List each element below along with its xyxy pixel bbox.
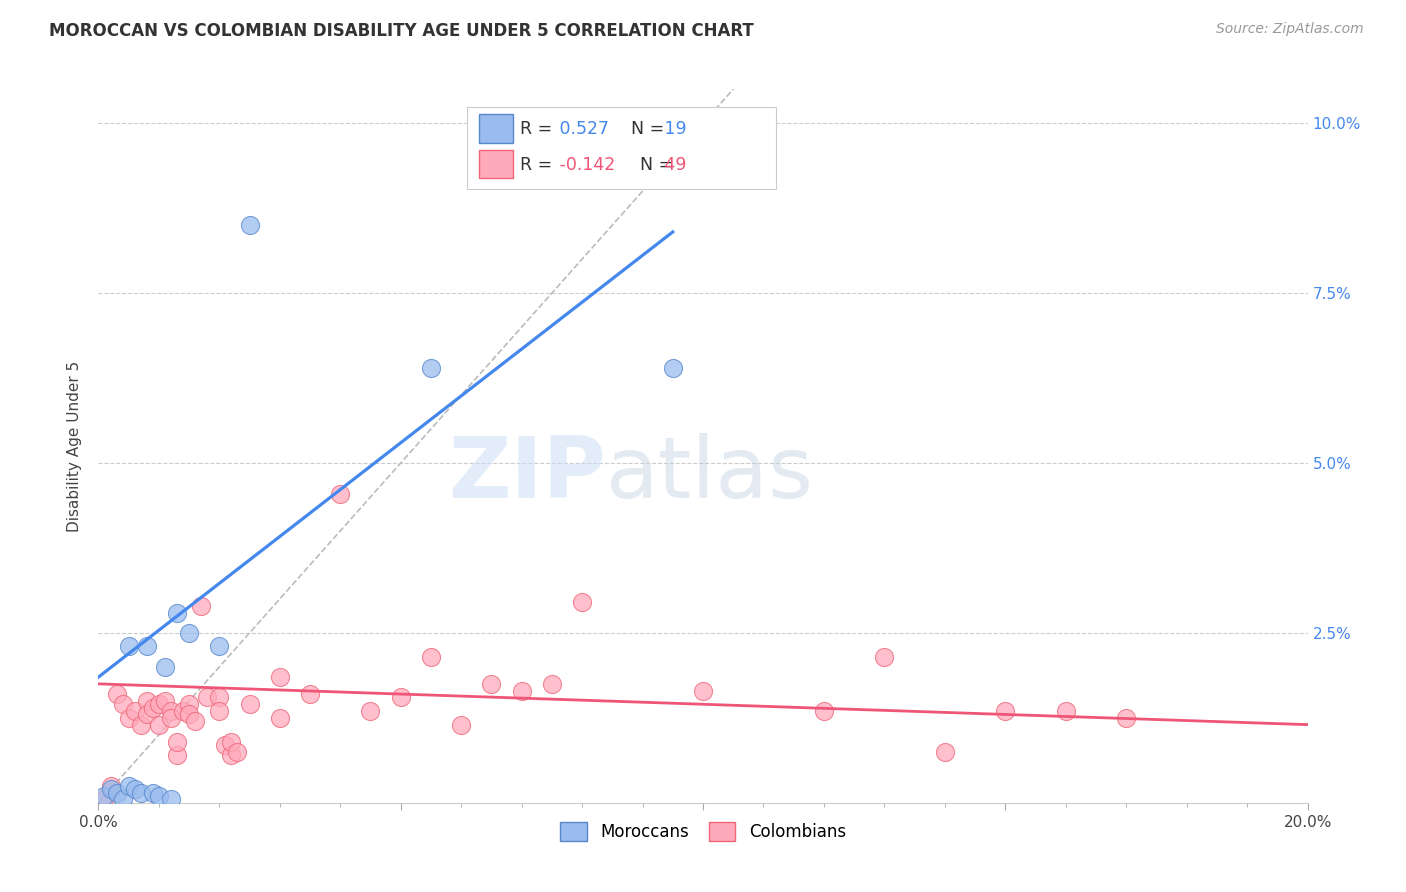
Point xyxy=(360,704,382,718)
Point xyxy=(148,717,170,731)
Point xyxy=(329,486,352,500)
Point xyxy=(226,745,249,759)
Point xyxy=(160,704,183,718)
Text: R =: R = xyxy=(520,120,553,138)
Point xyxy=(208,704,231,718)
Text: R =: R = xyxy=(520,156,553,174)
Point xyxy=(239,218,262,232)
Point xyxy=(105,786,128,800)
Point xyxy=(184,714,207,729)
Point xyxy=(510,683,533,698)
Text: MOROCCAN VS COLOMBIAN DISABILITY AGE UNDER 5 CORRELATION CHART: MOROCCAN VS COLOMBIAN DISABILITY AGE UND… xyxy=(49,22,754,40)
Point xyxy=(160,792,183,806)
Point xyxy=(111,698,134,712)
Point xyxy=(195,690,218,705)
Point xyxy=(179,698,201,712)
Point xyxy=(994,704,1017,718)
Text: N =: N = xyxy=(630,156,673,174)
Point xyxy=(166,606,188,620)
Point xyxy=(813,704,835,718)
Text: ZIP: ZIP xyxy=(449,433,606,516)
Point xyxy=(153,660,176,674)
Point xyxy=(142,700,165,714)
Text: 0.527: 0.527 xyxy=(554,120,609,138)
Text: Source: ZipAtlas.com: Source: ZipAtlas.com xyxy=(1216,22,1364,37)
Text: 19: 19 xyxy=(659,120,688,138)
Point xyxy=(571,595,593,609)
Point xyxy=(299,687,322,701)
Point xyxy=(873,649,896,664)
Point xyxy=(135,640,157,654)
FancyBboxPatch shape xyxy=(479,150,513,178)
Point xyxy=(208,690,231,705)
Point xyxy=(148,698,170,712)
Point xyxy=(105,687,128,701)
Point xyxy=(124,704,146,718)
Text: atlas: atlas xyxy=(606,433,814,516)
Point xyxy=(389,690,412,705)
Point xyxy=(1054,704,1077,718)
Text: -0.142: -0.142 xyxy=(554,156,616,174)
Legend: Moroccans, Colombians: Moroccans, Colombians xyxy=(554,815,852,848)
Point xyxy=(1115,711,1137,725)
Point xyxy=(269,711,291,725)
Point xyxy=(661,360,683,375)
Point xyxy=(214,738,236,752)
Point xyxy=(100,782,122,797)
FancyBboxPatch shape xyxy=(467,107,776,189)
Point xyxy=(179,626,201,640)
FancyBboxPatch shape xyxy=(479,114,513,143)
Point xyxy=(93,789,115,803)
Point xyxy=(100,779,122,793)
Point xyxy=(93,792,115,806)
Point xyxy=(118,640,141,654)
Point xyxy=(166,748,188,763)
Point xyxy=(179,707,201,722)
Point xyxy=(129,786,152,800)
Point xyxy=(124,782,146,797)
Point xyxy=(208,640,231,654)
Point xyxy=(148,789,170,803)
Point xyxy=(111,792,134,806)
Point xyxy=(190,599,212,613)
Point xyxy=(420,360,443,375)
Point xyxy=(118,779,141,793)
Point xyxy=(153,694,176,708)
Point xyxy=(934,745,956,759)
Point xyxy=(118,711,141,725)
Point xyxy=(420,649,443,664)
Point xyxy=(221,734,243,748)
Point xyxy=(135,707,157,722)
Point xyxy=(166,734,188,748)
Point xyxy=(142,786,165,800)
Y-axis label: Disability Age Under 5: Disability Age Under 5 xyxy=(67,360,83,532)
Point xyxy=(540,677,562,691)
Point xyxy=(129,717,152,731)
Text: N =: N = xyxy=(620,120,664,138)
Point xyxy=(221,748,243,763)
Point xyxy=(450,717,472,731)
Point xyxy=(160,711,183,725)
Point xyxy=(692,683,714,698)
Point xyxy=(172,704,194,718)
Point xyxy=(269,670,291,684)
Point xyxy=(135,694,157,708)
Point xyxy=(239,698,262,712)
Text: 49: 49 xyxy=(659,156,688,174)
Point xyxy=(481,677,503,691)
